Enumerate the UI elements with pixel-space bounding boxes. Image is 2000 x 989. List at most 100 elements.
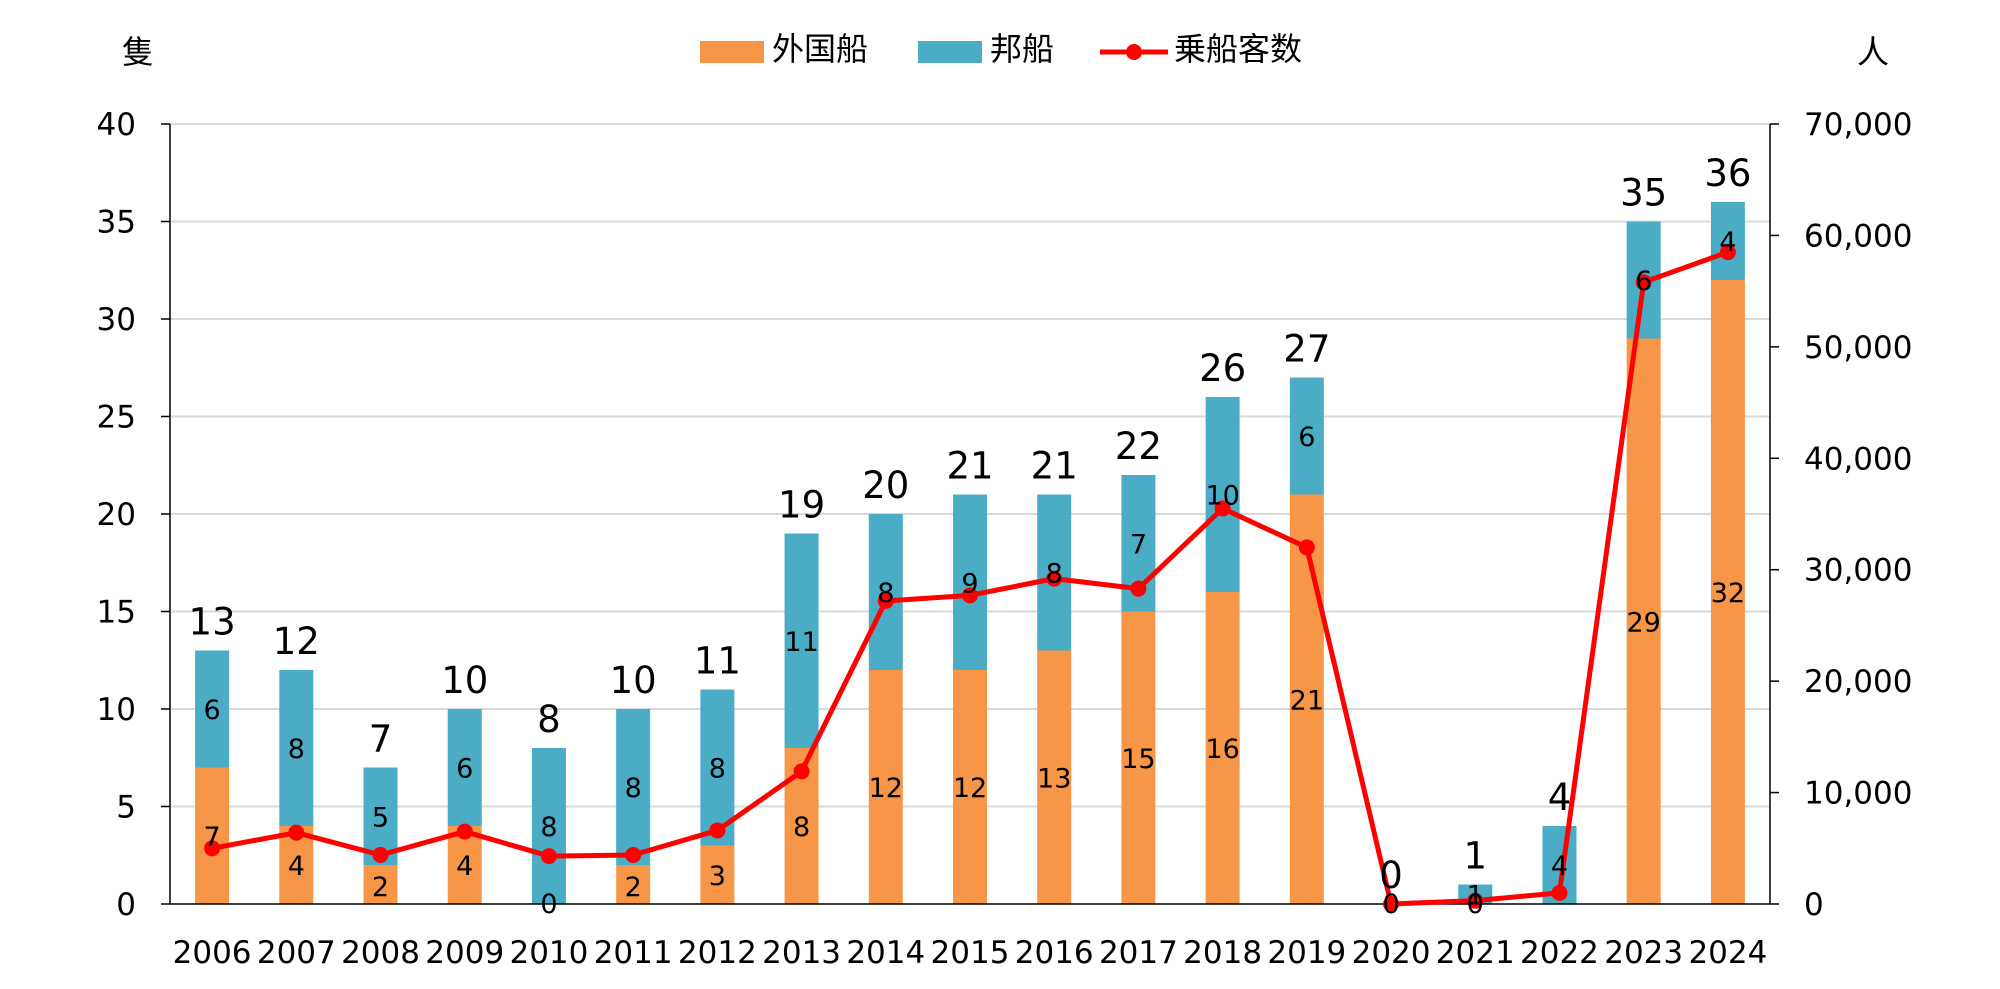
foreign-value-label: 0 xyxy=(1382,889,1399,920)
domestic-value-label: 4 xyxy=(1551,851,1568,882)
right-tick-label: 50,000 xyxy=(1804,330,1912,366)
passenger-point xyxy=(456,823,473,840)
passenger-point xyxy=(1130,580,1147,597)
left-axis-unit: 隻 xyxy=(122,33,154,71)
foreign-value-label: 2 xyxy=(625,872,642,903)
total-value-label: 4 xyxy=(1548,776,1572,819)
bar-domestic xyxy=(616,709,651,865)
foreign-value-label: 29 xyxy=(1627,607,1661,638)
domestic-value-label: 8 xyxy=(625,773,642,804)
x-tick-label: 2017 xyxy=(1099,935,1178,971)
total-value-label: 7 xyxy=(369,718,393,761)
x-tick-label: 2015 xyxy=(931,935,1010,971)
total-value-label: 27 xyxy=(1283,328,1330,371)
total-value-label: 35 xyxy=(1620,172,1667,215)
domestic-value-label: 7 xyxy=(1130,529,1147,560)
left-tick-label: 10 xyxy=(97,692,136,728)
bar-domestic xyxy=(1289,377,1324,495)
bars xyxy=(195,202,1745,904)
bar-foreign xyxy=(1289,494,1324,904)
foreign-value-label: 4 xyxy=(456,851,473,882)
bar-domestic xyxy=(868,514,903,670)
total-value-label: 0 xyxy=(1379,854,1403,897)
foreign-value-label: 16 xyxy=(1205,734,1239,765)
domestic-value-label: 8 xyxy=(1046,559,1063,590)
left-tick-label: 40 xyxy=(97,107,136,143)
foreign-value-label: 2 xyxy=(372,872,389,903)
bar-foreign xyxy=(953,670,987,904)
foreign-value-label: 13 xyxy=(1037,763,1071,794)
bar-foreign xyxy=(195,767,230,904)
x-tick-label: 2022 xyxy=(1520,935,1599,971)
x-tick-label: 2024 xyxy=(1688,935,1767,971)
foreign-value-label: 15 xyxy=(1121,744,1155,775)
foreign-value-label: 0 xyxy=(540,889,557,920)
total-value-label: 8 xyxy=(537,698,561,741)
domestic-value-label: 8 xyxy=(540,812,557,843)
legend: 外国船 邦船 乗船客数 xyxy=(700,30,1302,68)
domestic-value-label: 1 xyxy=(1467,880,1484,911)
total-value-label: 10 xyxy=(610,659,657,702)
left-tick-label: 30 xyxy=(97,302,136,338)
left-tick-label: 0 xyxy=(116,887,136,923)
passenger-point xyxy=(1719,244,1736,261)
bar-foreign xyxy=(1121,611,1156,904)
bar-foreign xyxy=(1037,650,1072,904)
x-tick-label: 2013 xyxy=(762,935,841,971)
foreign-value-label: 3 xyxy=(709,861,726,892)
foreign-value-label: 21 xyxy=(1290,685,1324,716)
passenger-point xyxy=(709,822,726,839)
domestic-value-label: 5 xyxy=(372,802,389,833)
domestic-value-label: 9 xyxy=(961,568,978,599)
domestic-value-label: 8 xyxy=(709,754,726,785)
passenger-point xyxy=(962,587,978,604)
bar-foreign xyxy=(1205,592,1240,904)
passenger-point xyxy=(540,848,557,865)
legend-swatch-domestic xyxy=(918,41,982,63)
right-axis-unit: 人 xyxy=(1857,33,1889,71)
x-tick-label: 2019 xyxy=(1267,935,1346,971)
passenger-point xyxy=(1551,884,1568,901)
bar-domestic xyxy=(1710,202,1745,280)
left-tick-label: 5 xyxy=(116,790,136,826)
foreign-value-label: 0 xyxy=(1467,889,1484,920)
left-tick-label: 25 xyxy=(97,400,136,436)
x-tick-label: 2008 xyxy=(341,935,420,971)
passenger-point xyxy=(1214,500,1231,517)
x-tick-label: 2020 xyxy=(1352,935,1431,971)
total-value-label: 13 xyxy=(189,601,236,644)
foreign-value-label: 7 xyxy=(204,822,221,853)
bar-foreign xyxy=(700,845,735,904)
right-tick-label: 70,000 xyxy=(1804,107,1912,143)
right-tick-label: 20,000 xyxy=(1804,664,1912,700)
passenger-point xyxy=(1635,274,1652,291)
legend-label-domestic: 邦船 xyxy=(990,30,1054,68)
legend-label-passengers: 乗船客数 xyxy=(1174,30,1302,68)
bar-domestic xyxy=(195,650,230,768)
domestic-value-label: 11 xyxy=(784,627,818,658)
foreign-value-label: 8 xyxy=(793,812,810,843)
right-tick-label: 30,000 xyxy=(1804,553,1912,589)
passenger-point xyxy=(1298,539,1315,556)
total-value-label: 10 xyxy=(441,659,488,702)
total-value-label: 1 xyxy=(1463,835,1487,878)
x-tick-label: 2009 xyxy=(425,935,504,971)
passenger-point xyxy=(1383,896,1400,912)
bar-foreign xyxy=(868,670,903,904)
right-tick-label: 60,000 xyxy=(1804,218,1912,254)
bar-foreign xyxy=(363,865,398,904)
passenger-point xyxy=(625,846,642,863)
bar-domestic xyxy=(784,533,819,748)
x-tick-label: 2010 xyxy=(509,935,588,971)
right-tick-label: 10,000 xyxy=(1804,776,1912,812)
domestic-value-label: 8 xyxy=(877,578,894,609)
domestic-value-label: 6 xyxy=(456,754,473,785)
total-value-label: 36 xyxy=(1704,152,1751,195)
passenger-point xyxy=(372,846,389,863)
x-tick-label: 2007 xyxy=(257,935,336,971)
x-tick-label: 2021 xyxy=(1436,935,1515,971)
tick-labels: 0510152025303540010,00020,00030,00040,00… xyxy=(97,107,1913,971)
total-value-label: 21 xyxy=(946,445,993,488)
domestic-value-label: 4 xyxy=(1719,227,1736,258)
